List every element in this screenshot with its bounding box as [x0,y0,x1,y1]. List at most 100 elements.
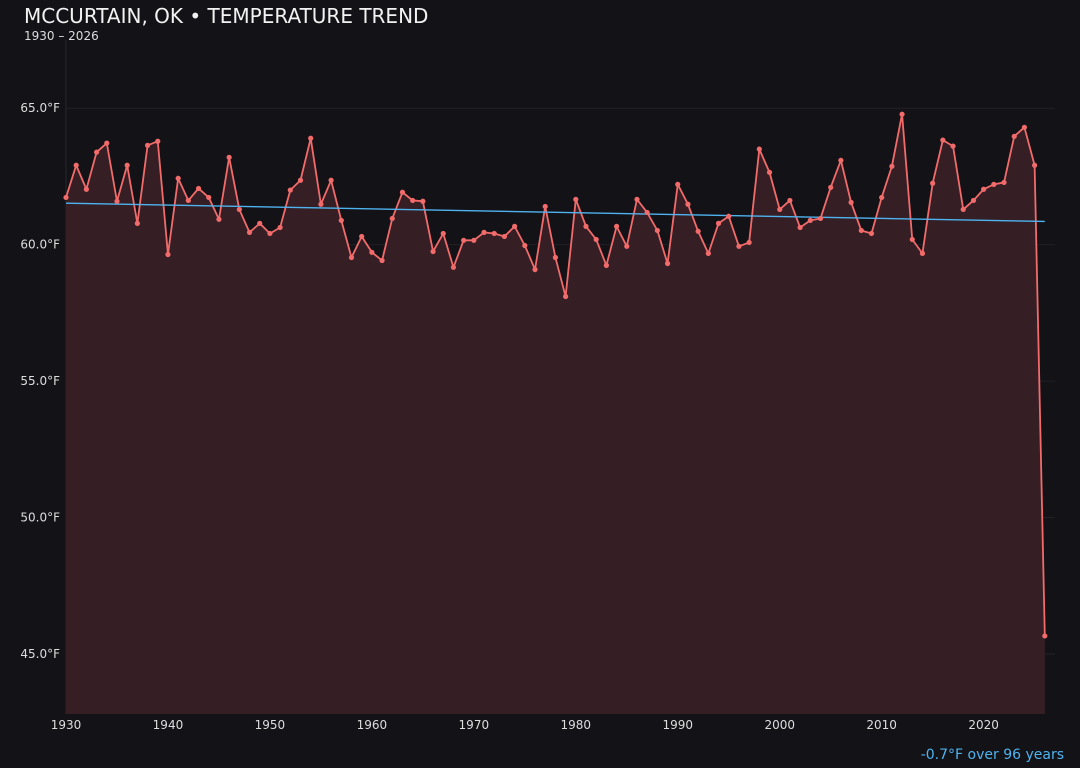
data-point [889,163,895,169]
data-point [552,254,559,261]
data-point [675,181,681,187]
data-point [981,186,987,192]
data-point [838,157,844,163]
data-point [634,196,640,202]
data-point [685,201,691,207]
x-tick-label: 1990 [662,718,693,732]
data-point [532,266,538,273]
data-point [83,186,89,192]
data-point [277,224,283,231]
data-point [338,217,344,223]
data-point [461,237,467,243]
data-point [134,220,140,226]
data-point [848,199,854,205]
data-point [420,198,426,204]
x-tick-label: 2020 [968,718,999,732]
data-point [308,135,314,141]
data-point [777,206,783,213]
y-tick-label: 60.0°F [20,238,60,252]
data-point [522,242,528,249]
data-point [583,223,589,229]
data-point [542,203,548,210]
data-point [399,189,406,195]
data-point [695,228,701,234]
data-point [155,138,161,144]
data-point [960,206,966,213]
data-point [216,216,222,222]
y-tick-label: 45.0°F [20,647,60,661]
data-point [593,236,599,243]
data-point [736,243,742,249]
data-point [185,197,191,204]
data-point [797,224,803,231]
data-point [950,143,956,149]
data-point [715,220,722,226]
data-point [359,233,365,240]
data-point [124,162,130,168]
y-tick-label: 55.0°F [20,374,60,388]
data-point [114,198,120,204]
x-tick-label: 1940 [153,718,184,732]
x-tick-label: 1970 [459,718,490,732]
data-point [817,215,824,222]
data-point [328,177,334,183]
temperature-area [66,114,1045,714]
data-point [1042,633,1048,639]
data-point [562,293,569,300]
data-point [389,215,395,222]
data-point [573,196,579,202]
x-tick-label: 2010 [866,718,897,732]
chart-title: MCCURTAIN, OK • TEMPERATURE TREND [24,4,429,28]
data-point [165,251,171,258]
data-point [236,206,242,213]
data-point [440,230,446,237]
data-point [664,260,671,267]
data-point [175,175,181,181]
data-point [267,230,273,237]
data-point [1011,133,1017,139]
data-point [430,248,436,255]
data-point [868,230,875,237]
data-point [481,229,487,235]
y-tick-label: 50.0°F [20,511,60,525]
data-point [93,149,100,155]
x-tick-label: 2000 [764,718,795,732]
data-point [73,162,79,168]
data-point [654,227,660,234]
data-point [746,239,752,246]
data-point [471,237,477,243]
x-tick-label: 1980 [561,718,592,732]
trend-line [65,202,1045,223]
data-point [104,140,110,146]
data-point [807,217,813,223]
x-tick-label: 1950 [255,718,286,732]
data-point [919,250,926,256]
trend-annotation: -0.7°F over 96 years [920,747,1064,763]
data-point [899,111,905,117]
data-point [318,201,324,207]
data-point [195,185,202,192]
data-point [1032,162,1038,168]
data-point [644,209,650,216]
data-point [491,230,497,237]
data-point [909,236,915,243]
data-point [257,220,263,226]
data-point [879,194,885,201]
data-point [828,184,834,190]
data-point [1001,179,1007,186]
data-point [297,177,304,183]
data-point [512,223,518,229]
x-tick-label: 1960 [357,718,388,732]
data-point [766,169,773,175]
data-point [930,180,936,186]
data-point [63,194,69,201]
data-point [603,262,609,268]
data-point [246,229,253,235]
chart-subtitle: 1930 – 2026 [24,29,99,43]
data-point [858,227,864,234]
y-tick-label: 65.0°F [20,101,60,115]
data-point [940,137,946,143]
data-point [1021,124,1028,130]
data-point [226,154,232,160]
